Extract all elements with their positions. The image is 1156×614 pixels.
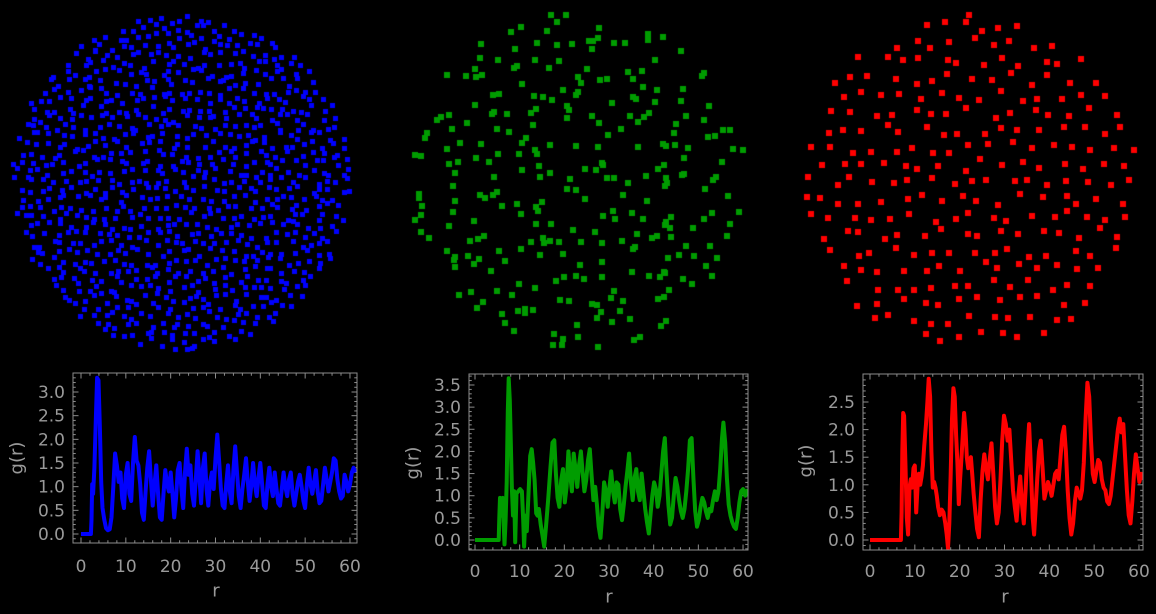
gr-chart-blue: 0 10 20 30 40 50 60 0.0 0.5 1.0 1.5 2.0 2.5 3.0 [38, 372, 361, 577]
svg-text:2.0: 2.0 [828, 421, 855, 441]
scatter-plot-green [386, 0, 771, 368]
svg-text:10: 10 [115, 557, 137, 577]
svg-text:30: 30 [598, 562, 620, 582]
svg-text:1.5: 1.5 [828, 448, 855, 468]
svg-text:2.0: 2.0 [434, 442, 461, 462]
svg-text:1.5: 1.5 [38, 454, 65, 474]
svg-text:0.0: 0.0 [434, 531, 461, 551]
y-axis-label-green: g(r) [402, 446, 424, 480]
svg-text:2.5: 2.5 [434, 420, 461, 440]
svg-text:20: 20 [160, 557, 182, 577]
svg-text:20: 20 [554, 562, 576, 582]
svg-text:1.5: 1.5 [434, 465, 461, 485]
x-axis-label-blue: r [212, 580, 220, 602]
svg-text:60: 60 [1128, 562, 1150, 582]
svg-text:3.0: 3.0 [434, 398, 461, 418]
svg-text:0.5: 0.5 [38, 501, 65, 521]
gr-chart-green: 0 10 20 30 40 50 60 0.00.51.01.5 2.02.53.03.5 [434, 373, 754, 582]
svg-text:50: 50 [1083, 562, 1105, 582]
svg-text:20: 20 [949, 562, 971, 582]
scatter-plot-red [771, 0, 1156, 368]
svg-text:0: 0 [76, 557, 87, 577]
svg-text:0: 0 [470, 562, 481, 582]
svg-text:2.5: 2.5 [828, 393, 855, 413]
x-axis-label-red: r [1001, 586, 1009, 608]
svg-text:10: 10 [904, 562, 926, 582]
svg-text:0.5: 0.5 [828, 503, 855, 523]
svg-text:0.0: 0.0 [38, 525, 65, 545]
svg-text:2.0: 2.0 [38, 430, 65, 450]
svg-text:1.0: 1.0 [38, 478, 65, 498]
svg-text:10: 10 [509, 562, 531, 582]
svg-text:60: 60 [732, 562, 754, 582]
svg-text:0.0: 0.0 [828, 531, 855, 551]
svg-text:40: 40 [1038, 562, 1060, 582]
svg-text:60: 60 [339, 557, 361, 577]
scatter-plot-blue [0, 0, 386, 368]
svg-text:0: 0 [865, 562, 876, 582]
svg-text:50: 50 [294, 557, 316, 577]
y-axis-label-red: g(r) [795, 444, 817, 478]
svg-text:40: 40 [643, 562, 665, 582]
svg-text:40: 40 [249, 557, 271, 577]
svg-text:30: 30 [205, 557, 227, 577]
x-axis-label-green: r [605, 586, 613, 608]
svg-text:0.5: 0.5 [434, 509, 461, 529]
svg-text:30: 30 [994, 562, 1016, 582]
svg-text:50: 50 [688, 562, 710, 582]
svg-text:1.0: 1.0 [434, 487, 461, 507]
y-axis-label-blue: g(r) [6, 441, 28, 475]
svg-text:2.5: 2.5 [38, 407, 65, 427]
svg-text:3.0: 3.0 [38, 383, 65, 403]
gr-chart-red: 0 10 20 30 40 50 60 0.0 0.5 1.0 1.5 2.0 2.5 [828, 373, 1150, 582]
svg-text:3.5: 3.5 [434, 376, 461, 396]
svg-text:1.0: 1.0 [828, 476, 855, 496]
